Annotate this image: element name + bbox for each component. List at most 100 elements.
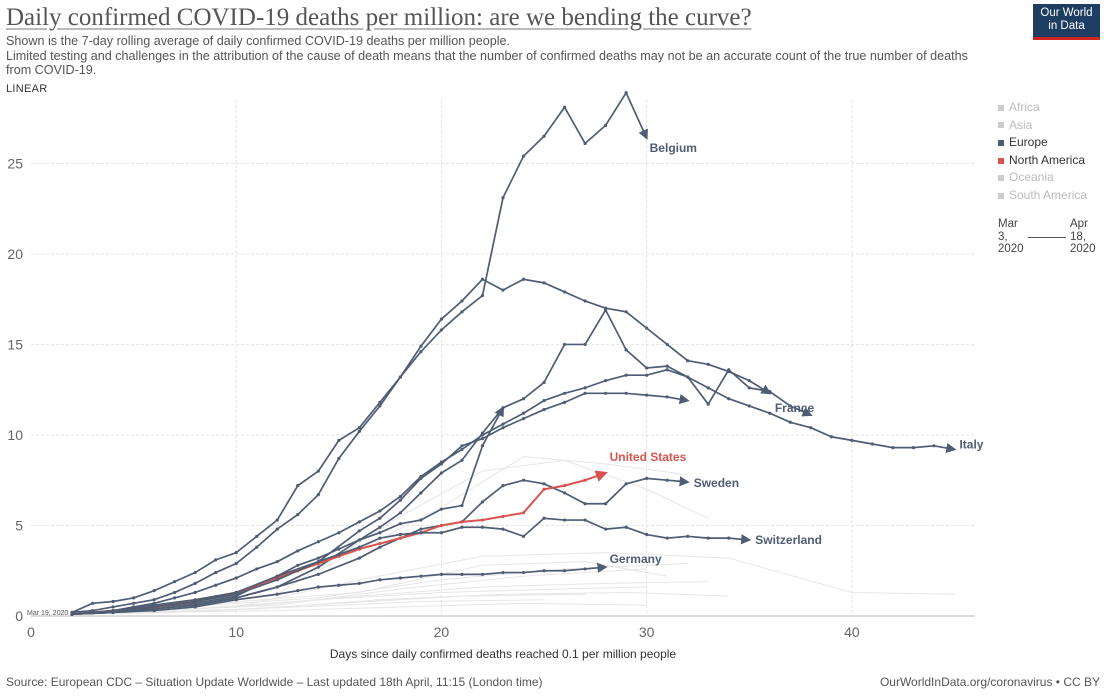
legend-item-europe[interactable]: Europe (998, 134, 1087, 152)
series-point-germany (152, 608, 156, 613)
series-point-belgium (111, 605, 115, 609)
series-point-belgium (624, 91, 628, 95)
series-point-united-states (460, 520, 464, 524)
series-point-france (665, 364, 669, 368)
series-point-spain (193, 570, 197, 575)
series-point-sweden (645, 476, 649, 480)
x-tick-label: 20 (434, 624, 450, 640)
y-tick-label: 10 (7, 427, 23, 443)
series-point-spain (460, 299, 464, 303)
series-point-switzerland (706, 536, 710, 540)
series-label-united-states: United States (610, 450, 687, 464)
legend-label: Europe (1009, 135, 1048, 150)
timeline-start-year: 2020 (998, 243, 1024, 255)
series-point-united-states (562, 484, 567, 488)
series-point-belgium (234, 561, 238, 566)
series-point-france (645, 366, 649, 370)
series-point-france (686, 375, 690, 379)
series-point-spain (214, 558, 218, 562)
source-note[interactable]: Source: European CDC – Situation Update … (6, 675, 543, 689)
series-point-spain (706, 362, 710, 366)
license-link[interactable]: OurWorldInData.org/coronavirus • CC BY (879, 675, 1100, 689)
y-tick-label: 20 (7, 246, 23, 262)
series-point-belgium (193, 581, 197, 586)
series-point-united-kingdom (316, 556, 320, 560)
legend-item-south-america[interactable]: South America (998, 187, 1087, 205)
series-point-united-states (398, 536, 402, 540)
series-point-switzerland (439, 531, 444, 535)
series-label-germany: Germany (610, 552, 662, 566)
series-point-netherlands (665, 395, 669, 399)
series-point-switzerland (275, 578, 279, 582)
series-point-netherlands (378, 516, 382, 520)
series-point-switzerland (583, 518, 587, 522)
series-point-italy (727, 397, 731, 401)
series-point-belgium (460, 310, 464, 314)
series-point-germany (542, 569, 546, 573)
series-point-france (419, 491, 423, 495)
x-tick-label: 10 (228, 624, 244, 640)
series-point-germany (111, 610, 115, 614)
background-series-line (72, 602, 647, 615)
timeline-control[interactable]: Mar 3, 2020 Apr 18, 2020 (998, 218, 1102, 262)
series-point-switzerland (624, 525, 628, 529)
series-point-netherlands (480, 436, 485, 441)
series-point-united-states (480, 518, 485, 522)
y-tick-label: 25 (7, 155, 23, 171)
series-point-france (460, 458, 464, 462)
series-point-italy (255, 567, 259, 571)
series-point-switzerland (398, 532, 402, 537)
series-point-united-states (501, 514, 505, 519)
series-point-italy (583, 386, 587, 390)
series-line-netherlands (72, 392, 690, 616)
scale-toggle[interactable]: LINEAR (6, 83, 48, 95)
series-point-switzerland (686, 534, 690, 538)
series-point-spain (419, 344, 423, 348)
series-point-united-kingdom (357, 538, 361, 542)
series-point-switzerland (542, 516, 546, 520)
series-point-france (398, 511, 402, 515)
series-point-sweden (521, 478, 526, 482)
start-date-marker: Mar 19, 2020 (27, 610, 68, 617)
series-point-switzerland (357, 545, 361, 549)
background-series-line (72, 561, 668, 615)
series-point-spain (665, 342, 669, 347)
series-point-italy (932, 444, 936, 448)
series-point-france (706, 402, 710, 406)
series-point-italy (645, 373, 649, 377)
series-label-sweden: Sweden (694, 476, 739, 490)
series-point-spain (296, 484, 300, 488)
series-point-sweden (275, 585, 279, 589)
timeline-slider-track[interactable] (1028, 237, 1066, 238)
owid-logo[interactable]: Our World in Data (1033, 4, 1100, 40)
series-point-switzerland (337, 552, 341, 557)
series-point-germany (70, 612, 74, 616)
series-point-netherlands (583, 391, 587, 395)
legend-item-africa[interactable]: Africa (998, 99, 1087, 117)
series-point-spain (275, 518, 279, 522)
series-point-france (624, 348, 628, 352)
legend-item-north-america[interactable]: North America (998, 152, 1087, 170)
series-point-sweden (378, 545, 382, 549)
series-point-united-kingdom (480, 444, 485, 448)
series-point-spain (542, 281, 546, 285)
legend-item-asia[interactable]: Asia (998, 117, 1087, 135)
series-point-belgium (501, 196, 505, 200)
series-point-spain (501, 288, 505, 292)
series-point-italy (665, 368, 669, 372)
series-point-switzerland (378, 536, 382, 540)
timeline-end-label: Apr 18, 2020 (1070, 218, 1096, 256)
series-point-italy (378, 509, 382, 513)
legend-item-oceania[interactable]: Oceania (998, 169, 1087, 187)
series-point-belgium (296, 513, 300, 517)
series-point-united-kingdom (152, 603, 156, 607)
timeline-start-label: Mar 3, 2020 (998, 218, 1024, 256)
series-point-netherlands (501, 426, 505, 430)
series-point-sweden (665, 478, 669, 482)
series-point-france (562, 342, 567, 347)
timeline-end-month: Apr (1070, 218, 1088, 230)
series-point-belgium (337, 456, 341, 461)
series-point-sweden (624, 482, 628, 486)
series-point-italy (809, 426, 813, 430)
